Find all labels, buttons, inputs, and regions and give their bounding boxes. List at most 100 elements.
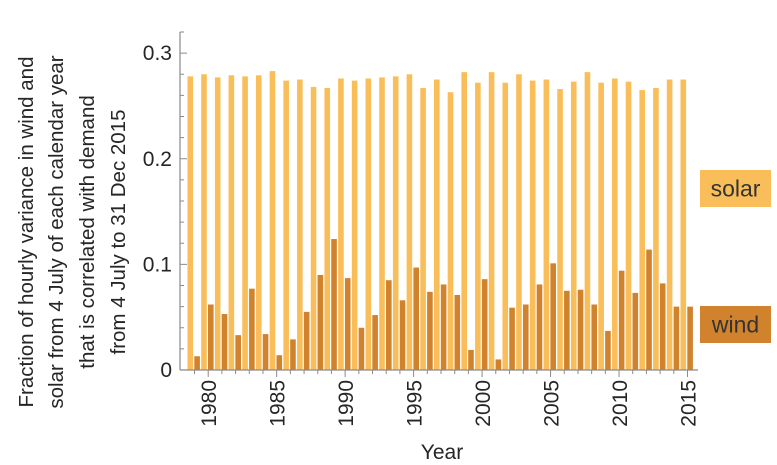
y-axis-title-line: from 4 July to 31 Dec 2015 [107, 110, 130, 355]
bar-solar-1985 [269, 71, 276, 370]
bar-solar-1995 [406, 74, 413, 370]
y-tick-label: 0.1 [143, 253, 172, 276]
bar-wind-2008 [591, 304, 598, 370]
bar-solar-1993 [379, 77, 385, 371]
bar-wind-1988 [317, 274, 324, 370]
axes-group: 0 0.1 0.2 0.3 1980 1985 1990 1995 2000 2005 2010 20… [143, 31, 701, 427]
bar-wind-1994 [399, 300, 406, 370]
bar-solar-1981 [214, 77, 221, 371]
bar-wind-1997 [440, 284, 447, 370]
legend-label-wind: wind [711, 312, 759, 338]
bar-solar-1999 [461, 72, 467, 370]
bars-group [187, 71, 693, 371]
bar-solar-1987 [297, 79, 303, 370]
bar-wind-2009 [605, 330, 611, 370]
bar-wind-2010 [618, 270, 625, 370]
x-axis-title-group: Year [421, 441, 463, 464]
legend-item-wind: wind [700, 306, 771, 343]
bar-solar-2006 [557, 89, 563, 370]
bar-solar-2015 [680, 79, 687, 370]
bar-wind-2004 [536, 284, 543, 370]
bar-wind-1986 [290, 339, 296, 370]
bar-wind-1985 [276, 355, 283, 370]
bar-solar-1984 [255, 75, 262, 370]
bar-wind-2003 [522, 304, 529, 370]
y-axis-title: Fraction of hourly variance in wind and s… [15, 55, 130, 408]
bar-solar-1983 [242, 76, 248, 371]
bar-wind-1983 [249, 288, 255, 370]
x-tick-label: 2000 [472, 380, 495, 427]
bar-solar-1998 [447, 92, 454, 371]
bar-wind-2011 [632, 292, 639, 370]
bar-wind-2007 [577, 289, 584, 370]
legend-label-solar: solar [711, 176, 761, 202]
bar-solar-1988 [310, 86, 317, 371]
y-tick-label: 0.3 [143, 42, 172, 65]
x-tick-label: 2010 [609, 380, 632, 427]
bar-solar-1979 [187, 76, 194, 371]
bar-wind-2006 [564, 290, 570, 370]
bar-wind-1987 [303, 311, 310, 370]
x-tick-label: 2005 [541, 380, 564, 427]
legend: solar wind [700, 170, 771, 343]
bar-solar-1992 [365, 78, 372, 370]
bar-solar-1997 [434, 79, 440, 370]
bar-wind-2000 [481, 279, 488, 370]
bar-wind-2015 [687, 306, 693, 371]
bar-solar-1982 [228, 75, 235, 370]
x-tick-label: 1995 [404, 380, 427, 427]
bar-wind-1980 [207, 304, 214, 370]
bar-solar-2007 [570, 81, 577, 370]
legend-item-solar: solar [700, 170, 771, 207]
bar-wind-1989 [331, 239, 337, 370]
bar-wind-1999 [468, 349, 474, 370]
bar-wind-1992 [372, 315, 378, 370]
bar-solar-1986 [283, 80, 289, 370]
bar-wind-2002 [509, 307, 515, 370]
bar-solar-2008 [584, 72, 591, 370]
bar-wind-2005 [550, 263, 556, 370]
bar-wind-1996 [427, 291, 433, 370]
bar-solar-1991 [351, 80, 358, 370]
bar-wind-1982 [235, 335, 241, 370]
bar-solar-2012 [639, 90, 646, 370]
bar-wind-1993 [386, 280, 392, 370]
bar-wind-1991 [358, 327, 365, 370]
bar-wind-1998 [454, 295, 461, 370]
bar-solar-2003 [516, 74, 522, 370]
bar-solar-1994 [392, 76, 399, 371]
bar-solar-2004 [529, 80, 536, 370]
bar-solar-2002 [502, 82, 509, 370]
bar-solar-2014 [666, 79, 673, 370]
bar-solar-2009 [598, 82, 604, 370]
bar-wind-2013 [659, 283, 666, 370]
y-axis-title-line: solar from 4 July of each calendar year [45, 55, 68, 408]
x-tick-label: 2015 [678, 380, 701, 427]
bar-solar-1989 [324, 87, 331, 370]
y-axis-title-line: that is correlated with demand [76, 95, 99, 368]
bar-solar-2013 [653, 87, 659, 370]
bar-wind-2014 [673, 306, 680, 371]
x-tick-label: 1980 [198, 380, 221, 427]
y-tick-label: 0 [160, 359, 172, 382]
y-axis-title-line: Fraction of hourly variance in wind and [15, 57, 38, 408]
bar-solar-2000 [475, 82, 481, 370]
bar-solar-2001 [488, 72, 495, 370]
legend-swatch-wind [700, 306, 771, 343]
bar-wind-2001 [495, 359, 502, 370]
bar-wind-2012 [646, 249, 652, 370]
bar-solar-2005 [543, 79, 550, 370]
bar-solar-1990 [338, 78, 344, 370]
x-axis-title: Year [421, 441, 463, 464]
bar-solar-1980 [201, 74, 207, 370]
bar-wind-1984 [262, 334, 269, 370]
bar-wind-1981 [221, 314, 228, 370]
bar-wind-1990 [344, 278, 351, 370]
bar-solar-2010 [612, 78, 618, 370]
legend-swatch-solar [700, 170, 771, 207]
bar-wind-1979 [194, 356, 200, 370]
x-tick-label: 1985 [267, 380, 290, 427]
bar-solar-1996 [420, 87, 426, 370]
y-tick-label: 0.2 [143, 148, 172, 171]
